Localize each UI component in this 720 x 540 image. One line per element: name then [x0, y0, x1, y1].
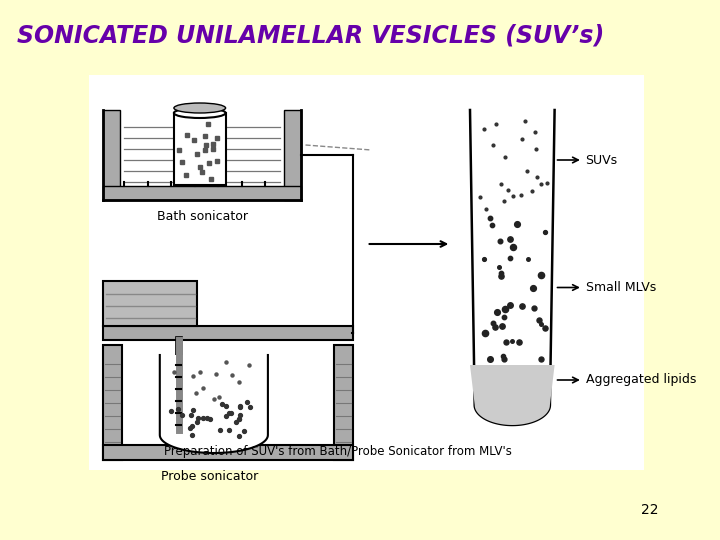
- Bar: [104, 345, 122, 460]
- Text: Bath sonicator: Bath sonicator: [157, 210, 248, 223]
- Bar: [104, 110, 120, 200]
- Bar: [174, 113, 225, 185]
- Polygon shape: [160, 355, 268, 453]
- Ellipse shape: [174, 103, 225, 113]
- Bar: [104, 186, 301, 200]
- Text: Aggregated lipids: Aggregated lipids: [585, 374, 696, 387]
- Text: Preparation of SUV's from Bath/Probe Sonicator from MLV's: Preparation of SUV's from Bath/Probe Son…: [164, 446, 513, 458]
- Bar: [333, 345, 353, 460]
- Polygon shape: [470, 110, 554, 425]
- Ellipse shape: [174, 108, 225, 118]
- Bar: [104, 281, 197, 326]
- Text: SONICATED UNILAMELLAR VESICLES (SUV’s): SONICATED UNILAMELLAR VESICLES (SUV’s): [17, 23, 604, 47]
- Text: Probe sonicator: Probe sonicator: [161, 470, 258, 483]
- Bar: [104, 326, 353, 340]
- Text: 22: 22: [641, 503, 658, 517]
- Bar: [284, 110, 301, 200]
- Text: Small MLVs: Small MLVs: [585, 281, 656, 294]
- Text: SUVs: SUVs: [585, 153, 618, 166]
- Polygon shape: [470, 365, 554, 425]
- Bar: [89, 75, 644, 470]
- Bar: [104, 445, 353, 460]
- Bar: [122, 345, 333, 445]
